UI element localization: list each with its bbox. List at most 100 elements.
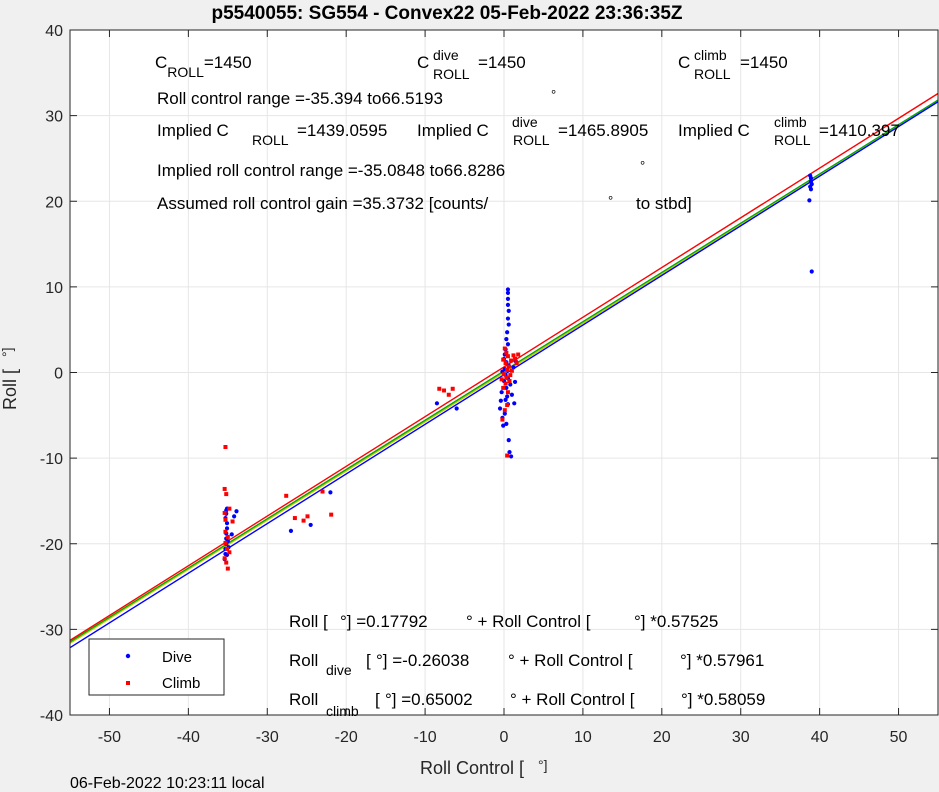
dive-point [505,287,511,292]
c-roll-climb-label: C [678,53,690,72]
dive-point [509,392,514,397]
climb-point [505,367,510,372]
dive-point [505,342,511,347]
eq-climb-c: °] =0.65002 [385,690,473,709]
implied-range-degree: ° [640,158,645,173]
dive-point [505,302,511,307]
dive-point [512,379,518,385]
y-tick-label: -20 [40,537,63,554]
c-roll-label: CROLL=1450 [155,53,252,80]
climb-point [224,560,229,565]
dive-point [454,406,459,411]
dive-point [499,390,504,395]
eq-all-d: °] *0.57525 [634,612,718,631]
footer-timestamp: 06-Feb-2022 10:23:11 local [70,775,265,792]
axis-ticks: -50 -40 -30 -20 -10 0 10 20 30 40 50 -40 -30 -20 -10 0 1… [40,23,938,746]
climb-point [502,372,506,377]
legend-climb-label: Climb [162,675,200,692]
implied-c-roll-dive-sup: dive [512,114,538,130]
climb-point [502,346,507,351]
dive-point [512,401,517,406]
dive-point [232,514,237,519]
climb-point [513,356,518,361]
x-tick-label: 30 [732,729,750,746]
climb-point [508,373,513,378]
eq-dive-a: Roll [289,651,318,670]
eq-dive-b: [ [366,651,371,670]
climb-point [505,453,510,458]
dive-point [809,269,814,274]
legend-climb-marker [126,681,130,685]
dive-point [506,438,511,443]
chart-title: p5540055: SG554 - Convex22 05-Feb-2022 2… [211,3,682,24]
gain-degree: ° [608,193,613,208]
x-tick-label: -50 [98,729,121,746]
dive-point [509,454,514,459]
dive-point [504,421,509,426]
climb-point [227,506,232,511]
climb-point [511,353,516,358]
climb-point [503,381,508,386]
dive-point [501,423,506,428]
dive-point [503,397,508,402]
climb-point [509,368,514,373]
climb-point [446,392,451,397]
climb-point [437,386,442,391]
eq-climb-b: [ [375,690,380,709]
eq-dive-e: °] *0.57961 [680,651,764,670]
x-tick-label: 50 [890,729,908,746]
climb-points [222,346,521,571]
dive-point [288,528,294,534]
assumed-gain: Assumed roll control gain =35.3732 [coun… [157,194,489,213]
climb-point [501,385,506,390]
dive-point [506,322,511,327]
legend-dive-marker [125,653,131,659]
x-tick-label: -20 [335,729,358,746]
climb-point [502,408,507,413]
x-tick-label: 20 [653,729,671,746]
dive-point [807,198,812,203]
eq-climb-d: ° + Roll Control [ [510,690,635,709]
eq-dive-sub: dive [326,662,352,678]
climb-point [224,492,229,497]
annotations: CROLL=1450 C dive ROLL =1450 C climb ROL… [155,47,900,719]
range-degree: ° [551,87,556,102]
climb-point [450,386,455,391]
climb-point [504,350,509,355]
eq-dive-d: ° + Roll Control [ [508,651,633,670]
dive-point [224,526,230,531]
eq-climb-a: Roll [289,690,318,709]
climb-point [222,556,227,561]
roll-control-range: Roll control range =-35.394 to66.5193 [157,89,443,108]
implied-c-roll-dive-value: =1465.8905 [558,121,648,140]
climb-point [223,517,228,522]
climb-point [516,352,521,357]
dive-point [229,532,234,537]
climb-point [501,357,506,362]
x-tick-label: 0 [500,729,509,746]
y-tick-label: 10 [45,280,63,297]
implied-c-roll-climb-sub: ROLL [774,132,811,148]
y-tick-label: 20 [45,194,63,211]
climb-point [500,417,505,422]
climb-point [292,516,297,521]
y-tick-label: 30 [45,109,63,126]
c-roll-dive-label: C [417,53,429,72]
y-tick-label: 40 [45,23,63,40]
implied-c-roll-dive-sub: ROLL [513,132,550,148]
climb-point [503,361,508,366]
implied-c-roll-sub: ROLL [252,132,289,148]
dive-point [505,330,510,335]
climb-point [329,512,334,517]
implied-c-roll-dive-prefix: Implied C [417,121,489,140]
climb-point [509,358,514,363]
dive-point [497,406,503,411]
dive-point [498,398,503,403]
dive-point [328,490,333,495]
climb-point [222,510,227,515]
y-tick-label: -30 [40,622,63,639]
eq-climb-sub: climb [326,703,359,719]
dive-point [505,290,511,295]
eq-all-b: °] =0.17792 [340,612,428,631]
